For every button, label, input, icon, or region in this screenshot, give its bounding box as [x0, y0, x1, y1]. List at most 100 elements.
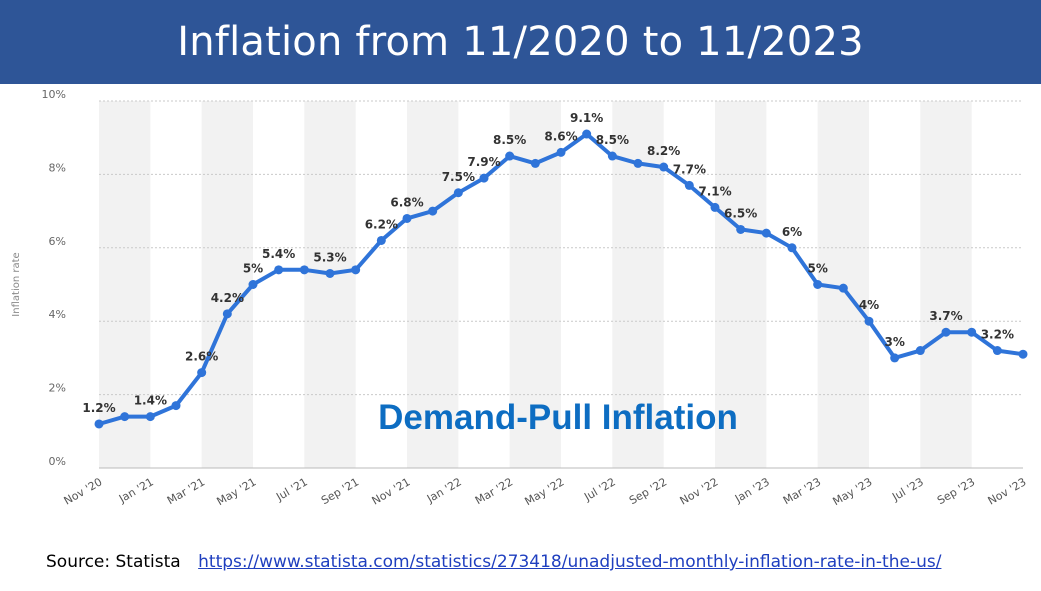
y-tick-label: 8% [49, 161, 66, 174]
x-tick-label: May '21 [215, 475, 259, 508]
x-tick-label: Sep '23 [935, 475, 977, 507]
data-label: 5.3% [313, 250, 346, 264]
y-axis-title: Inflation rate [11, 252, 22, 316]
data-point [736, 224, 746, 234]
x-tick-label: May '22 [523, 475, 567, 508]
chart-band [920, 101, 972, 468]
data-point [556, 147, 566, 157]
data-point [325, 268, 335, 278]
data-point [915, 346, 925, 356]
data-point [659, 162, 669, 172]
x-tick-label: Mar '21 [165, 475, 207, 507]
y-tick-label: 0% [49, 455, 66, 468]
x-tick-label: Jul '21 [273, 475, 310, 504]
data-label: 5.4% [262, 247, 295, 261]
data-point [633, 158, 643, 168]
data-label: 8.6% [544, 129, 577, 143]
data-label: 4.2% [211, 291, 244, 305]
chart-band [304, 101, 356, 468]
annotation-demand-pull: Demand-Pull Inflation [378, 398, 738, 437]
x-tick-label: Jan '22 [424, 475, 464, 506]
data-point [145, 412, 155, 422]
y-tick-label: 4% [49, 308, 66, 321]
data-point [197, 368, 207, 378]
data-point [351, 265, 361, 275]
data-point [607, 151, 617, 161]
data-label: 1.4% [134, 394, 167, 408]
data-point [248, 280, 258, 289]
data-point [582, 129, 592, 139]
data-label: 5% [807, 262, 827, 276]
data-point [761, 228, 771, 238]
data-point [787, 243, 797, 253]
data-point [376, 235, 386, 245]
data-point [838, 283, 848, 293]
data-point [530, 158, 540, 168]
data-label: 9.1% [570, 111, 603, 125]
y-tick-label: 10% [42, 88, 66, 101]
x-tick-label: Nov '23 [986, 475, 1029, 507]
data-point [274, 265, 284, 275]
x-tick-label: Jan '23 [732, 475, 772, 506]
x-tick-label: Mar '23 [781, 475, 823, 507]
x-tick-label: Jul '22 [581, 475, 618, 504]
chart-band [715, 101, 767, 468]
data-point [967, 327, 977, 337]
data-label: 7.1% [698, 184, 731, 198]
chart-band [201, 101, 253, 468]
data-label: 1.2% [82, 401, 115, 415]
x-tick-label: Sep '22 [627, 475, 669, 507]
data-point [992, 346, 1002, 356]
source-link[interactable]: https://www.statista.com/statistics/2734… [198, 552, 942, 572]
data-label: 6.5% [724, 206, 757, 220]
data-point [402, 213, 412, 223]
data-point [1018, 349, 1028, 359]
x-tick-label: Mar '22 [473, 475, 515, 507]
data-point [222, 309, 232, 319]
data-point [684, 180, 694, 190]
inflation-line-chart: 0% 2% 4% 6% 8% 10% Inflation rate Nov '20 Jan '2… [11, 88, 1029, 508]
title-bar: Inflation from 11/2020 to 11/2023 [0, 0, 1041, 84]
data-label: 8.5% [493, 133, 526, 147]
x-tick-label: Sep '21 [319, 475, 361, 507]
data-label: 3.2% [981, 328, 1014, 342]
data-point [428, 206, 438, 216]
data-label: 8.5% [596, 133, 629, 147]
data-label: 7.9% [467, 155, 500, 169]
data-label: 3% [884, 335, 904, 349]
chart-band [407, 101, 459, 468]
data-point [813, 280, 823, 289]
data-point [299, 265, 309, 275]
source-label: Source: Statista [46, 552, 181, 572]
data-point [171, 401, 181, 411]
data-label: 5% [243, 262, 263, 276]
data-label: 2.6% [185, 350, 218, 364]
slide-title: Inflation from 11/2020 to 11/2023 [177, 19, 864, 65]
source-line: Source: Statista https://www.statista.co… [46, 552, 941, 572]
data-label: 8.2% [647, 144, 680, 158]
data-label: 6.2% [365, 217, 398, 231]
data-label: 6% [782, 225, 802, 239]
x-tick-label: Nov '21 [370, 475, 413, 507]
chart-band [99, 101, 151, 468]
data-label: 7.5% [442, 170, 475, 184]
data-label: 7.7% [673, 162, 706, 176]
data-label: 6.8% [390, 195, 423, 209]
data-point [941, 327, 951, 337]
data-point [479, 173, 489, 183]
data-point [505, 151, 515, 161]
data-label: 3.7% [929, 309, 962, 323]
data-point [890, 353, 900, 363]
x-tick-label: Jul '23 [889, 475, 926, 504]
data-point [864, 316, 874, 326]
x-tick-label: Jan '21 [116, 475, 156, 506]
data-point [710, 202, 720, 212]
x-tick-label: Nov '20 [62, 475, 105, 507]
x-tick-label: May '23 [831, 475, 875, 508]
data-point [453, 188, 463, 198]
y-tick-label: 6% [49, 235, 66, 248]
data-point [120, 412, 130, 422]
y-tick-label: 2% [49, 382, 66, 395]
x-tick-label: Nov '22 [678, 475, 721, 507]
data-label: 4% [859, 298, 879, 312]
